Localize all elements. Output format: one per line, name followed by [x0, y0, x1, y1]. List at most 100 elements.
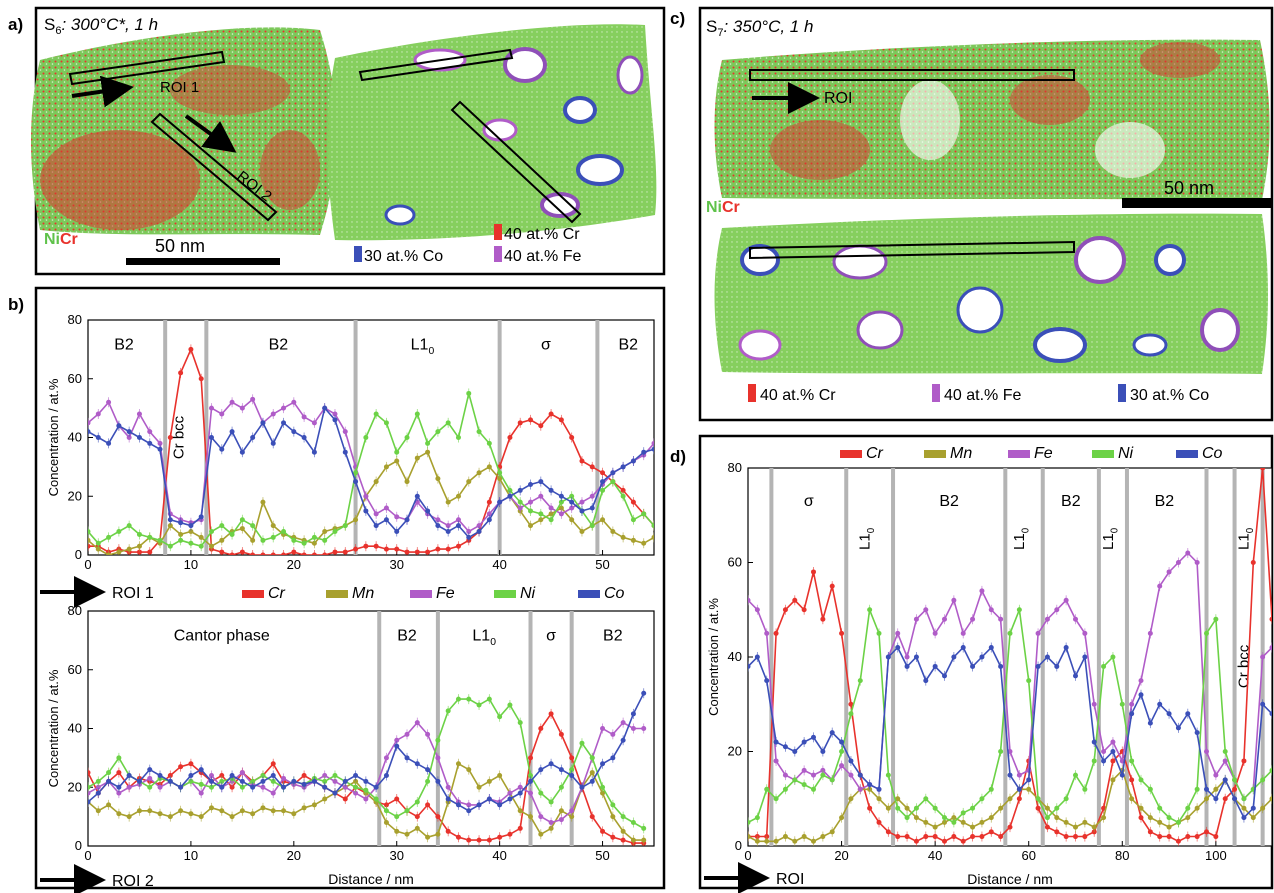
data-point-ni [219, 778, 225, 784]
legend-co: 30 at.% Co [364, 248, 443, 265]
data-point-mn [476, 784, 482, 790]
data-point-fe [301, 414, 307, 420]
data-point-cr [353, 546, 359, 552]
data-point-mn [435, 476, 441, 482]
data-point-fe [895, 630, 901, 636]
data-point-fe [147, 775, 153, 781]
roi2-box-iso [450, 100, 582, 224]
data-point-ni [558, 784, 564, 790]
data-point-co [136, 435, 142, 440]
legend-fe: 40 at.% Fe [944, 387, 1021, 404]
data-point-fe [517, 505, 523, 511]
data-point-ni [178, 537, 184, 543]
data-point-mn [455, 761, 461, 767]
data-point-ni [895, 805, 901, 811]
data-point-mn [548, 511, 554, 517]
data-point-fe [353, 790, 359, 796]
data-point-ni [1175, 819, 1181, 825]
data-point-cr [558, 731, 564, 737]
data-point-cr [1044, 824, 1050, 830]
data-point-cr [178, 764, 184, 770]
data-point-cr [219, 549, 225, 555]
data-point-ni [782, 786, 788, 792]
data-point-cr [569, 755, 575, 761]
data-point-co [811, 734, 816, 740]
data-point-co [106, 778, 112, 784]
data-point-fe [801, 767, 807, 773]
data-point-co [754, 654, 760, 660]
data-point-co [951, 654, 957, 660]
y-tick-label: 80 [68, 603, 82, 618]
data-point-mn [548, 825, 554, 831]
roi-box-iso [749, 240, 1075, 260]
data-point-co [239, 449, 245, 455]
data-point-ni [188, 540, 194, 546]
data-point-mn [558, 808, 564, 814]
y-tick-label: 20 [68, 779, 82, 794]
data-point-ni [610, 479, 616, 485]
data-point-fe [1260, 654, 1266, 660]
legend-swatch-ni [494, 590, 516, 598]
data-point-ni [147, 784, 153, 790]
legend-cr: 40 at.% Cr [504, 226, 580, 243]
data-point-co [998, 663, 1004, 669]
legend-swatch-fe [410, 590, 432, 598]
legend-swatch-co [578, 590, 600, 598]
data-point-fe [373, 511, 379, 517]
data-point-cr [394, 546, 400, 552]
data-point-co [435, 778, 441, 784]
data-point-co [876, 786, 882, 792]
data-point-fe [88, 420, 91, 426]
data-point-ni [610, 802, 616, 808]
chart-roi-d: 0 20 40 60 80 0 20 40 60 80 100 Concentration / at.… [704, 460, 1273, 893]
data-point-co [332, 790, 338, 796]
data-point-mn [250, 537, 256, 543]
data-point-mn [219, 537, 225, 543]
data-point-fe [517, 784, 523, 790]
y-tick-label: 20 [68, 488, 82, 503]
data-point-ni [801, 782, 807, 788]
data-point-cr [1166, 834, 1172, 840]
data-point-ni [394, 449, 400, 455]
data-point-cr [792, 597, 798, 603]
data-point-co [773, 739, 779, 745]
data-point-ni [1269, 767, 1272, 773]
data-point-cr [301, 773, 307, 778]
data-point-mn [270, 523, 276, 529]
data-point-mn [528, 814, 534, 820]
data-point-cr [414, 814, 420, 820]
data-point-ni [291, 537, 297, 543]
data-point-fe [250, 396, 256, 402]
data-point-mn [820, 834, 826, 840]
series-group [88, 688, 647, 846]
data-point-fe [1222, 758, 1228, 764]
data-point-co [414, 761, 420, 767]
data-point-co [178, 520, 184, 526]
data-point-fe [1110, 739, 1116, 745]
data-point-fe [404, 731, 410, 737]
data-point-fe [342, 784, 348, 790]
data-point-co [198, 514, 204, 520]
data-point-fe [394, 737, 400, 743]
data-point-ni [198, 543, 204, 549]
data-point-ni [528, 773, 534, 778]
data-point-mn [311, 802, 317, 808]
data-point-ni [600, 487, 606, 493]
data-point-co [558, 767, 564, 773]
data-point-co [497, 802, 503, 808]
data-point-mn [848, 796, 854, 802]
data-point-ni [373, 411, 379, 417]
data-point-ni [455, 435, 461, 440]
data-point-co [932, 663, 938, 669]
data-point-mn [932, 824, 938, 830]
data-point-fe [219, 411, 225, 417]
data-point-cr [404, 549, 410, 555]
series-group [88, 344, 654, 555]
data-point-mn [116, 811, 122, 817]
data-point-fe [88, 790, 91, 796]
x-tick-label: 20 [287, 557, 301, 572]
data-point-fe [620, 720, 626, 726]
x-tick-label: 0 [84, 557, 91, 572]
data-point-fe [229, 399, 235, 405]
